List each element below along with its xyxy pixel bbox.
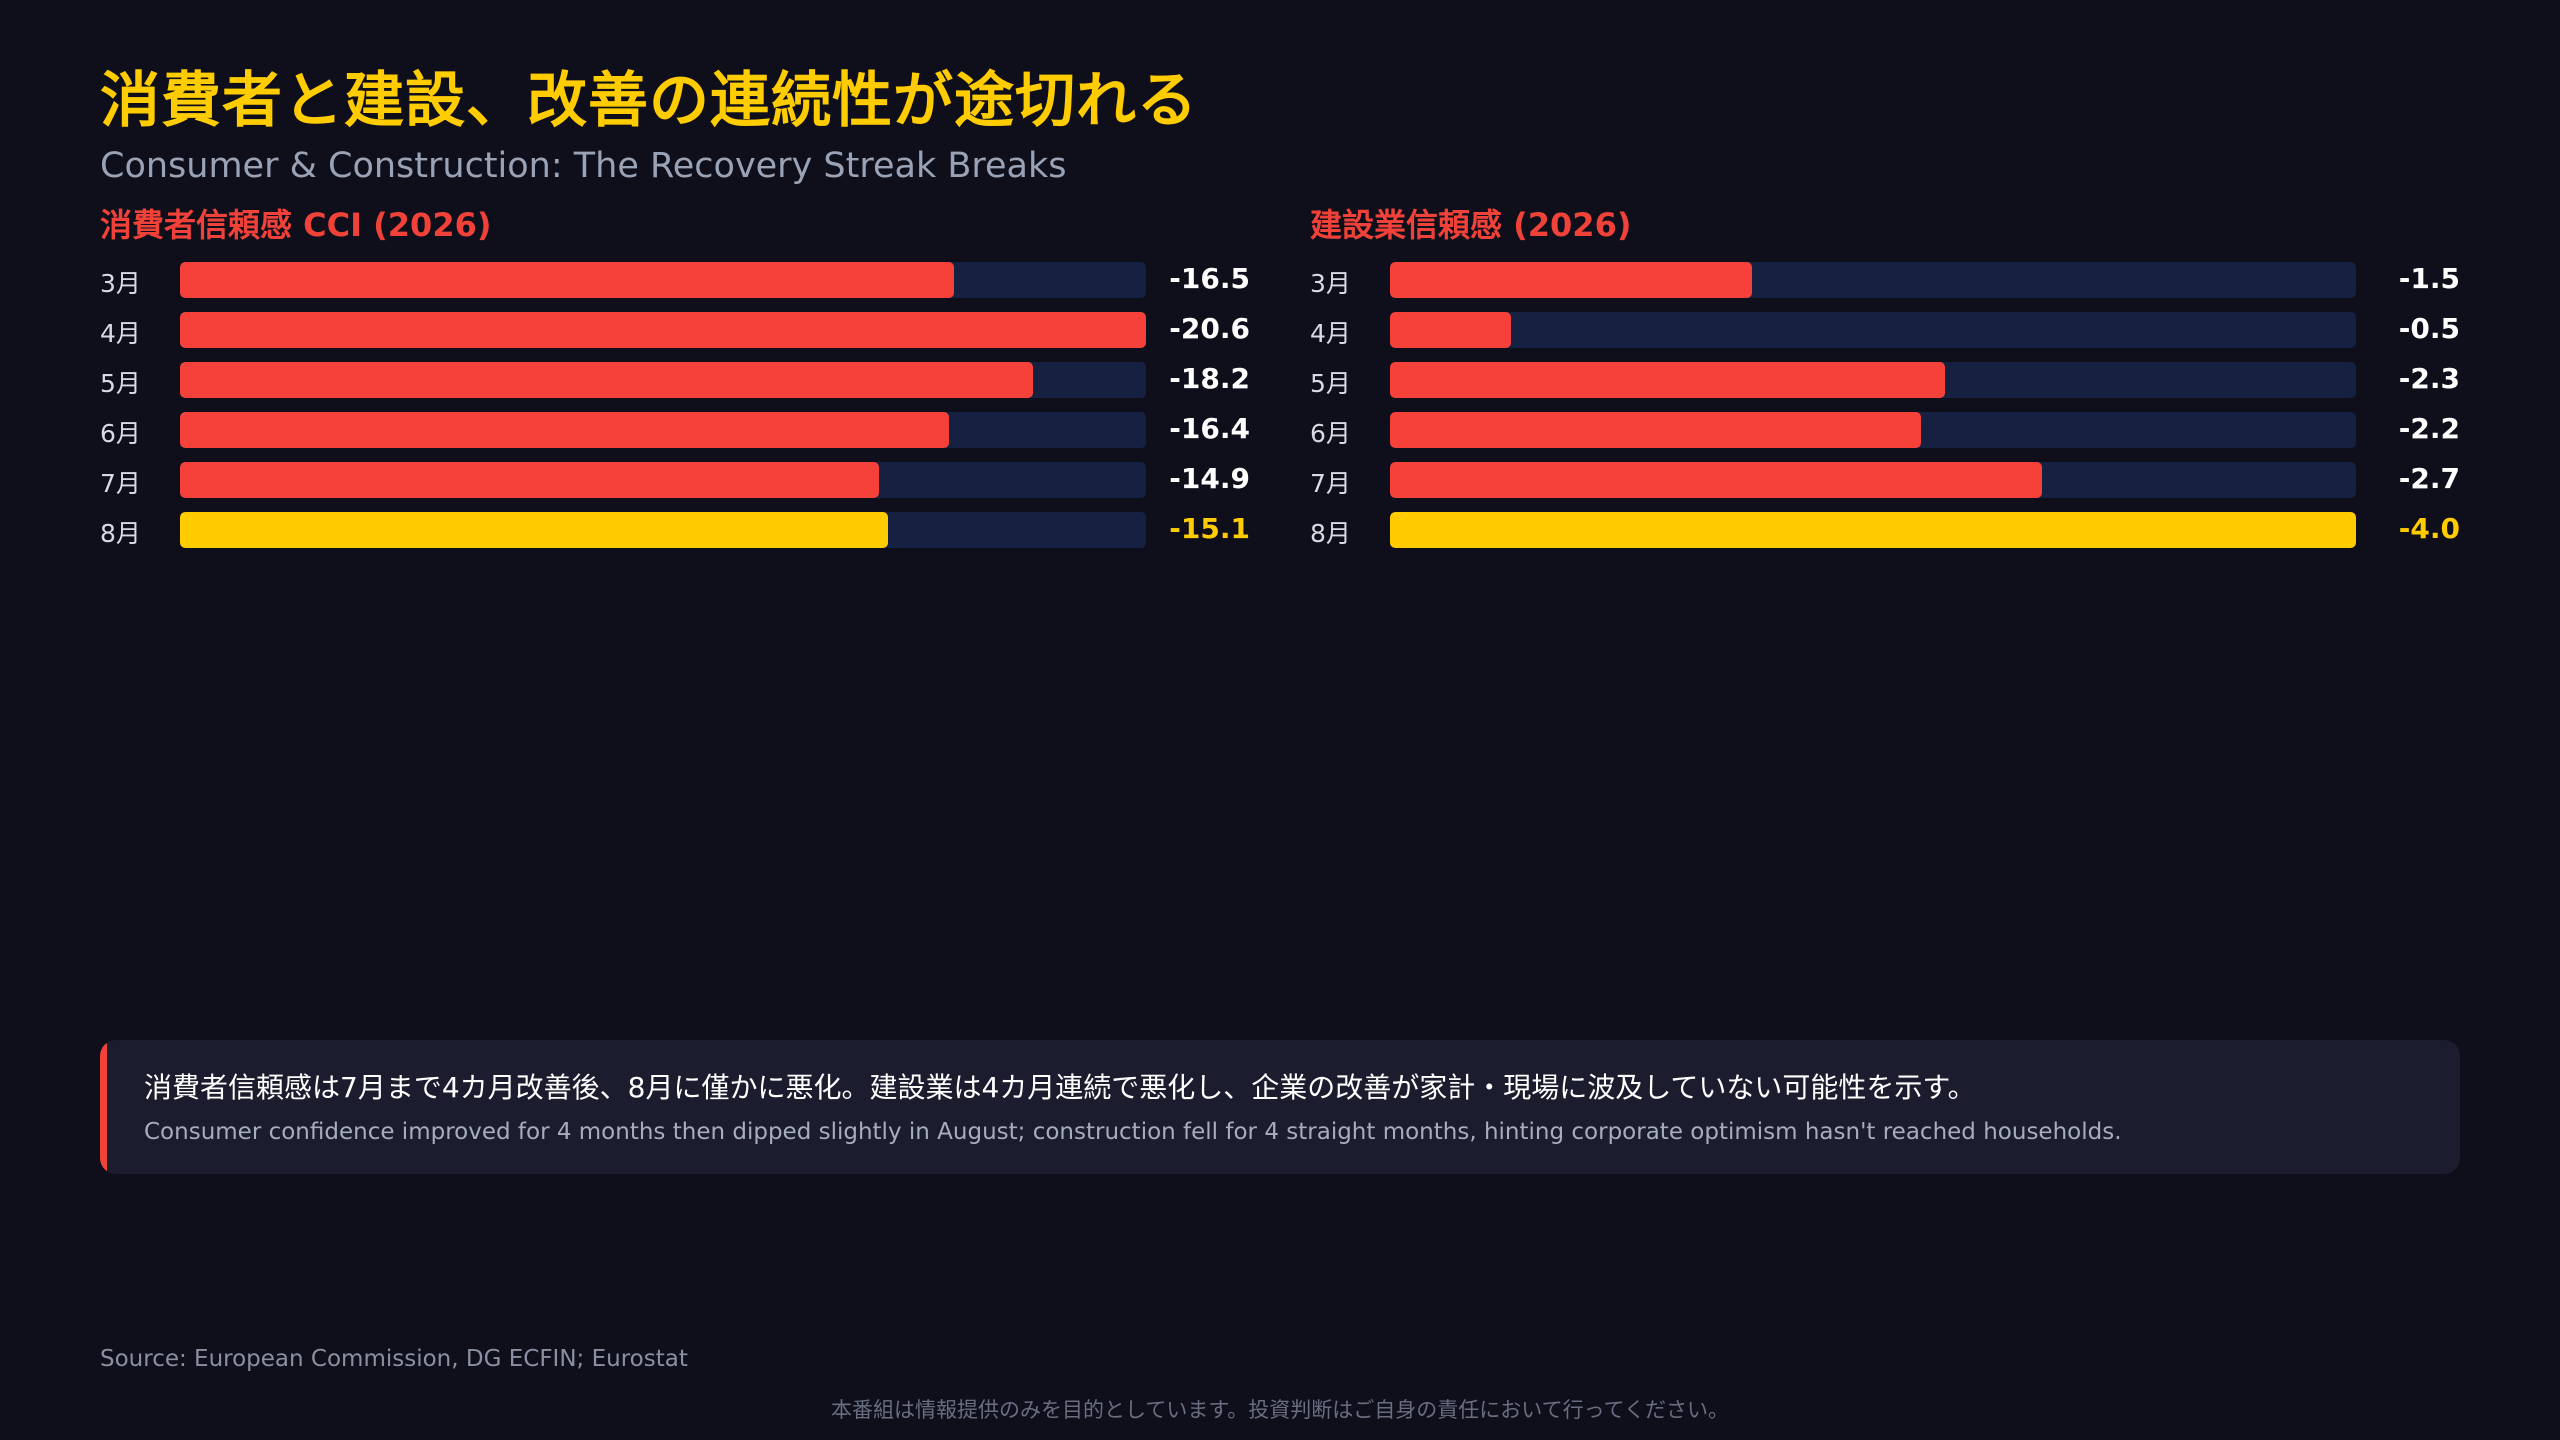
construction-chart-title: 建設業信頼感 (2026) (1310, 206, 1632, 244)
bar-track (1390, 362, 2356, 398)
bar-row: 8月 -15.1 (100, 510, 1250, 550)
value-label: -16.5 (1169, 262, 1250, 295)
bar-track (1390, 512, 2356, 548)
value-label: -16.4 (1169, 412, 1250, 445)
commentary-english: Consumer confidence improved for 4 month… (144, 1119, 2122, 1145)
bar-row: 4月 -0.5 (1310, 310, 2460, 350)
category-label: 3月 (100, 269, 141, 298)
category-label: 8月 (100, 519, 141, 548)
bar-row: 8月 -4.0 (1310, 510, 2460, 550)
category-label: 8月 (1310, 519, 1351, 548)
disclaimer: 本番組は情報提供のみを目的としています。投資判断はご自身の責任において行ってくだ… (831, 1398, 1729, 1422)
category-label: 6月 (1310, 419, 1351, 448)
bar (180, 362, 1033, 398)
bar-track (1390, 312, 2356, 348)
value-label: -15.1 (1169, 512, 1250, 545)
commentary-box: 消費者信頼感は7月まで4カ月改善後、8月に僅かに悪化。建設業は4カ月連続で悪化し… (100, 1040, 2460, 1174)
bar (1390, 262, 1752, 298)
bar (1390, 362, 1945, 398)
construction-confidence-chart: 建設業信頼感 (2026) 3月 -1.5 4月 -0.5 5月 -2.3 6月 -2.2 7月… (1310, 200, 2460, 560)
bar-row: 6月 -2.2 (1310, 410, 2460, 450)
value-label: -4.0 (2398, 512, 2460, 545)
bar-track (180, 412, 1146, 448)
value-label: -20.6 (1169, 312, 1250, 345)
commentary-accent-bar (100, 1040, 107, 1174)
bar-track (1390, 262, 2356, 298)
category-label: 6月 (100, 419, 141, 448)
bar (180, 512, 888, 548)
bar-row: 3月 -16.5 (100, 260, 1250, 300)
consumer-chart-title: 消費者信頼感 CCI (2026) (100, 206, 492, 244)
bar-track (1390, 462, 2356, 498)
bar (1390, 462, 2042, 498)
bar (1390, 412, 1921, 448)
category-label: 5月 (100, 369, 141, 398)
bar-track (1390, 412, 2356, 448)
category-label: 4月 (1310, 319, 1351, 348)
bar-row: 6月 -16.4 (100, 410, 1250, 450)
category-label: 5月 (1310, 369, 1351, 398)
value-label: -2.3 (2398, 362, 2460, 395)
bar (1390, 312, 1511, 348)
bar-row: 7月 -14.9 (100, 460, 1250, 500)
source-note: Source: European Commission, DG ECFIN; E… (100, 1346, 688, 1372)
bar-track (180, 462, 1146, 498)
category-label: 4月 (100, 319, 141, 348)
bar-row: 5月 -18.2 (100, 360, 1250, 400)
bar-track (180, 512, 1146, 548)
category-label: 7月 (100, 469, 141, 498)
bar (1390, 512, 2356, 548)
consumer-confidence-chart: 消費者信頼感 CCI (2026) 3月 -16.5 4月 -20.6 5月 -18.2 6… (100, 200, 1250, 560)
value-label: -2.7 (2398, 462, 2460, 495)
bar (180, 462, 879, 498)
value-label: -18.2 (1169, 362, 1250, 395)
value-label: -2.2 (2398, 412, 2460, 445)
bar (180, 412, 949, 448)
bar-track (180, 362, 1146, 398)
commentary-japanese: 消費者信頼感は7月まで4カ月改善後、8月に僅かに悪化。建設業は4カ月連続で悪化し… (144, 1071, 1976, 1104)
bar (180, 312, 1146, 348)
bar-track (180, 262, 1146, 298)
bar-track (180, 312, 1146, 348)
value-label: -14.9 (1169, 462, 1250, 495)
page-title: 消費者と建設、改善の連続性が途切れる (100, 66, 1198, 136)
bar-row: 4月 -20.6 (100, 310, 1250, 350)
bar-row: 3月 -1.5 (1310, 260, 2460, 300)
category-label: 7月 (1310, 469, 1351, 498)
value-label: -1.5 (2398, 262, 2460, 295)
bar-row: 7月 -2.7 (1310, 460, 2460, 500)
page-subtitle: Consumer & Construction: The Recovery St… (100, 146, 1067, 186)
bar-row: 5月 -2.3 (1310, 360, 2460, 400)
bar (180, 262, 954, 298)
category-label: 3月 (1310, 269, 1351, 298)
value-label: -0.5 (2398, 312, 2460, 345)
